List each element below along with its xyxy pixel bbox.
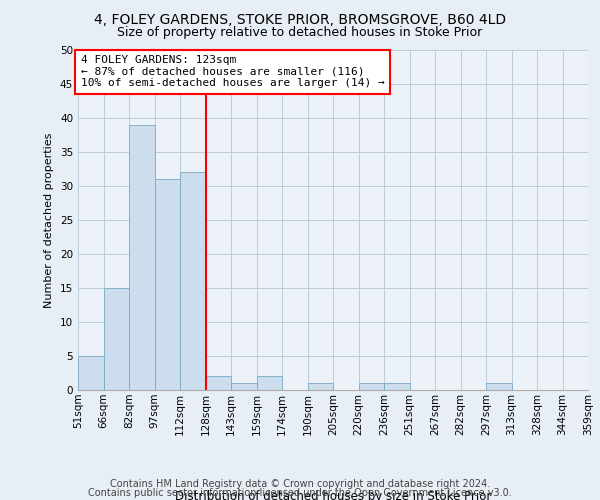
- Bar: [78, 356, 104, 390]
- Bar: [257, 376, 282, 390]
- X-axis label: Distribution of detached houses by size in Stoke Prior: Distribution of detached houses by size …: [175, 490, 491, 500]
- Bar: [180, 172, 205, 390]
- Y-axis label: Number of detached properties: Number of detached properties: [44, 132, 55, 308]
- Text: Size of property relative to detached houses in Stoke Prior: Size of property relative to detached ho…: [118, 26, 482, 39]
- Bar: [231, 383, 257, 390]
- Text: Contains HM Land Registry data © Crown copyright and database right 2024.: Contains HM Land Registry data © Crown c…: [110, 479, 490, 489]
- Text: Contains public sector information licensed under the Open Government Licence v3: Contains public sector information licen…: [88, 488, 512, 498]
- Bar: [308, 383, 333, 390]
- Bar: [129, 125, 155, 390]
- Bar: [205, 376, 231, 390]
- Bar: [359, 383, 384, 390]
- Text: 4 FOLEY GARDENS: 123sqm
← 87% of detached houses are smaller (116)
10% of semi-d: 4 FOLEY GARDENS: 123sqm ← 87% of detache…: [80, 55, 385, 88]
- Bar: [104, 288, 129, 390]
- Bar: [486, 383, 511, 390]
- Bar: [155, 179, 180, 390]
- Bar: [384, 383, 409, 390]
- Text: 4, FOLEY GARDENS, STOKE PRIOR, BROMSGROVE, B60 4LD: 4, FOLEY GARDENS, STOKE PRIOR, BROMSGROV…: [94, 12, 506, 26]
